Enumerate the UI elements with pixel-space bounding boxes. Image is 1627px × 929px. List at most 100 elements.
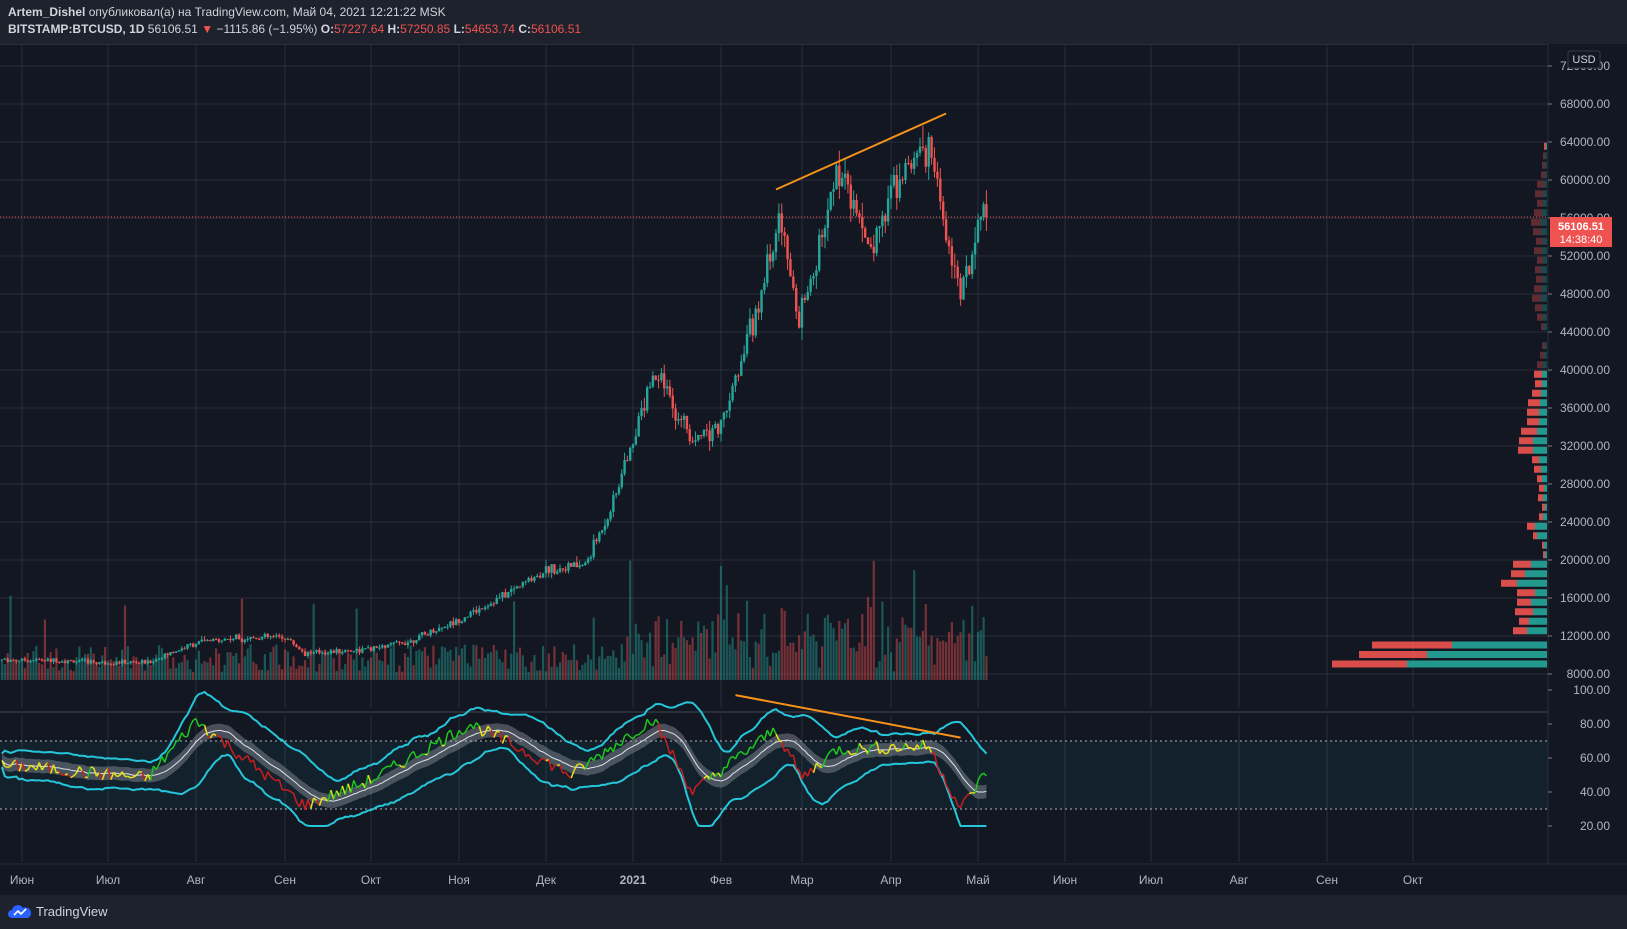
rsi-line-segment [161, 756, 166, 763]
rsi-line-segment [70, 775, 74, 779]
candle-body [398, 641, 401, 643]
candle-body [708, 430, 711, 442]
price-tick-label: 64000.00 [1560, 135, 1610, 149]
volume-profile-bar [1545, 503, 1547, 511]
time-axis[interactable]: Июн Июл Авг Сен Окт Ноя Дек 2021 Фев Мар Апр Май Июн… [0, 863, 1627, 895]
volume-bar [58, 670, 61, 680]
volume-bar [266, 670, 269, 680]
candle-body [645, 387, 649, 411]
symbol-label[interactable]: BITSTAMP:BTCUSD, 1D [8, 22, 145, 36]
rsi-line-segment [643, 718, 648, 731]
candle-body [255, 637, 258, 639]
volume-bar [542, 645, 545, 680]
time-tick-label: Июн [10, 873, 34, 887]
bar-countdown: 14:38:40 [1560, 234, 1603, 246]
price-tick-label: 52000.00 [1560, 249, 1610, 263]
volume-bar [484, 658, 487, 680]
pane-separator[interactable] [0, 711, 1548, 713]
volume-bar [800, 649, 804, 680]
candle-body [420, 632, 424, 636]
volume-profile-bar [1533, 228, 1541, 236]
volume-profile-bar [1539, 418, 1547, 426]
rsi-line-segment [501, 735, 507, 744]
volume-bar [166, 655, 169, 680]
volume-bar [423, 647, 427, 680]
volume-bar [623, 661, 626, 680]
volume-bar [143, 670, 147, 680]
rsi-tick-label: 80.00 [1580, 717, 1610, 731]
volume-bar [49, 652, 52, 680]
candle-body [286, 639, 290, 641]
volume-bar [135, 657, 138, 680]
volume-bar [515, 652, 519, 680]
volume-bar [237, 663, 241, 680]
rsi-line-segment [959, 799, 965, 808]
candle-body [846, 173, 850, 185]
rsi-line-segment [565, 771, 570, 777]
volume-profile-bar [1535, 380, 1542, 388]
candle-body [217, 639, 221, 642]
volume-profile-bar [1534, 465, 1541, 473]
rsi-line-segment [570, 770, 575, 779]
author-name[interactable]: Artem_Dishel [8, 5, 86, 19]
candle-body [561, 568, 565, 570]
price-axis-bg [1548, 44, 1627, 864]
candle-body [786, 235, 789, 260]
rsi-line-segment [232, 752, 237, 759]
volume-bar [892, 671, 895, 680]
candle-body [628, 447, 632, 461]
rsi-line-segment [838, 746, 843, 755]
volume-bar [869, 607, 873, 680]
candle-body [469, 611, 472, 617]
volume-bar [472, 644, 475, 680]
volume-profile-bar [1501, 579, 1517, 587]
volume-bar [513, 601, 516, 680]
rsi-line-segment [493, 730, 498, 738]
tradingview-logo[interactable]: TradingView [8, 904, 108, 919]
volume-bar [510, 653, 513, 680]
volume-bar [206, 662, 209, 680]
volume-bar [936, 637, 939, 680]
rsi-line-segment [740, 750, 745, 755]
volume-profile-bar [1534, 370, 1542, 378]
candle-body [657, 379, 660, 381]
volume-bar [685, 640, 689, 680]
rsi-axis[interactable]: 20.00 40.00 60.00 80.00 100.00 [1548, 683, 1610, 833]
volume-bar [887, 626, 890, 680]
price-axis[interactable]: 8000.00 12000.00 16000.00 20000.00 24000.00 2… [1547, 44, 1627, 864]
rsi-line-segment [559, 764, 564, 774]
price-tick-label: 48000.00 [1560, 287, 1610, 301]
rsi-trendline[interactable] [735, 694, 961, 739]
candle-body [120, 659, 124, 664]
rsi-line-segment [430, 741, 434, 744]
volume-profile-bar [1542, 370, 1547, 378]
volume-profile-bar [1542, 247, 1547, 255]
volume-bar [898, 642, 901, 680]
candle-body [355, 648, 358, 652]
volume-bar [910, 627, 913, 680]
rsi-line-segment [896, 749, 900, 752]
price-trendline[interactable] [775, 112, 947, 191]
footer: TradingView [0, 895, 1627, 929]
rsi-line-segment [350, 780, 355, 793]
time-tick-label: Сен [1316, 873, 1338, 887]
volume-bar [332, 658, 335, 680]
candle-body [220, 640, 224, 642]
rsi-line-segment [438, 736, 443, 747]
chart-area[interactable]: 8000.00 12000.00 16000.00 20000.00 24000.00 2… [0, 44, 1627, 895]
rsi-indicator [0, 690, 1548, 827]
rsi-line-segment [686, 786, 690, 789]
volume-bar [878, 661, 881, 680]
candle-body [800, 297, 804, 328]
currency-box[interactable] [1567, 50, 1601, 69]
candle-body [766, 254, 769, 284]
volume-bar [855, 651, 858, 680]
candle-body [155, 659, 158, 662]
candle-body [947, 240, 951, 247]
volume-bar [889, 652, 893, 680]
rsi-line-segment [612, 742, 617, 753]
candle-body [691, 441, 694, 443]
candle-body [910, 163, 913, 169]
rsi-line-segment [278, 779, 283, 790]
volume-profile-bar [1544, 180, 1547, 188]
